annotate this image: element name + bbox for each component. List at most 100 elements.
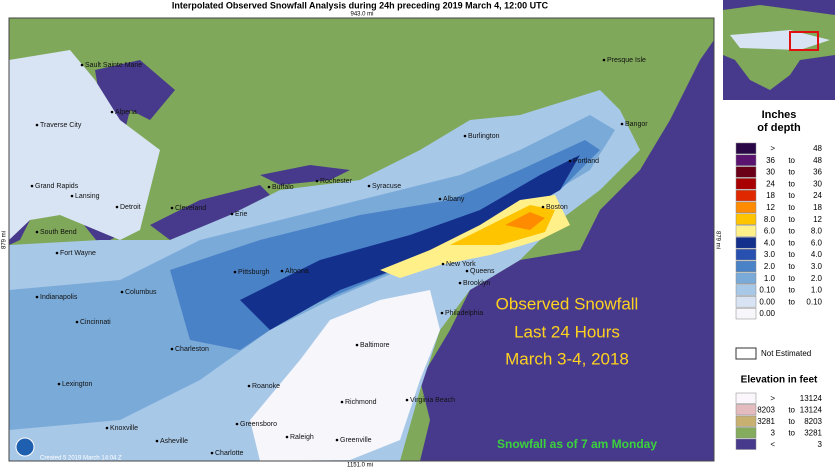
legend-swatch — [735, 284, 757, 296]
legend-swatch — [735, 404, 757, 416]
city-dot — [247, 384, 251, 388]
city-label: Altoona — [285, 268, 309, 275]
legend-label: 3281 — [804, 428, 822, 437]
legend-label: 36 — [766, 156, 775, 165]
city-label: Raleigh — [290, 434, 314, 441]
legend-swatch — [735, 248, 757, 261]
legend-label: 8203 — [804, 417, 822, 426]
legend-label: 6.0 — [764, 227, 776, 236]
legend-label: 30 — [813, 179, 822, 188]
city-dot — [340, 400, 344, 404]
legend-label: to — [788, 238, 795, 247]
city-dot — [438, 197, 442, 201]
scale-left: 879 mi — [2, 231, 8, 249]
city-label: Asheville — [160, 438, 188, 445]
city-dot — [620, 122, 624, 126]
legend-label: 1.0 — [811, 286, 823, 295]
ocean — [420, 18, 714, 461]
city-label: Cleveland — [175, 205, 206, 212]
city-label: Bangor — [625, 121, 648, 128]
legend-label: 24 — [766, 179, 775, 188]
legend-title: Inches — [762, 109, 797, 121]
legend-label: to — [788, 297, 795, 306]
legend-label: Not Estimated — [761, 349, 811, 358]
city-label: Charleston — [175, 346, 209, 353]
city-label: Presque Isle — [607, 57, 646, 64]
city-label: Lexington — [62, 381, 92, 388]
city-label: Roanoke — [252, 383, 280, 390]
snow-michigan — [9, 50, 160, 240]
legend-label: 8203 — [757, 405, 775, 414]
city-label: Charlotte — [215, 450, 244, 457]
inset-snow — [730, 30, 830, 50]
legend-label: 0.10 — [806, 297, 822, 306]
legend-swatch — [735, 225, 757, 237]
legend-swatch — [735, 189, 757, 202]
legend-label: to — [788, 156, 795, 165]
legend-swatch — [735, 260, 757, 273]
legend-label: 0.00 — [759, 297, 775, 306]
city-label: Brooklyn — [463, 280, 490, 287]
legend-label: to — [788, 274, 795, 283]
city-dot — [57, 382, 61, 386]
snow-trace — [250, 290, 440, 461]
city-label: Indianapolis — [40, 294, 78, 301]
city-label: Syracuse — [372, 183, 401, 190]
legend-label: to — [788, 191, 795, 200]
city-dot — [35, 123, 39, 127]
city-dot — [441, 262, 445, 266]
legend-swatch — [735, 154, 757, 166]
inset-map — [723, 0, 835, 100]
title: Interpolated Observed Snowfall Analysis … — [172, 0, 549, 10]
city-label: Buffalo — [272, 184, 294, 191]
city-dot — [367, 184, 371, 188]
legend-label: to — [788, 168, 795, 177]
legend-label: 12 — [766, 203, 775, 212]
city-label: Traverse City — [40, 122, 82, 129]
city-label: Columbus — [125, 289, 157, 296]
legend-label: to — [788, 428, 795, 437]
legend-label: 3 — [771, 428, 776, 437]
city-label: Greenville — [340, 437, 372, 444]
city-dot — [235, 422, 239, 426]
city-label: Virginia Beach — [410, 397, 455, 404]
legend-label: > — [770, 144, 775, 153]
lake-erie — [150, 185, 270, 240]
legend-title: of depth — [757, 122, 801, 134]
legend-label: 3 — [818, 440, 823, 449]
city-dot — [170, 347, 174, 351]
city-dot — [35, 230, 39, 234]
legend-label: to — [788, 179, 795, 188]
city-dot — [75, 320, 79, 324]
city-dot — [233, 270, 237, 274]
noaa-logo — [15, 437, 35, 457]
legend-label: 30 — [766, 168, 775, 177]
legend-swatch — [735, 307, 757, 320]
city-label: South Bend — [40, 229, 77, 236]
legend-label: 0.00 — [759, 309, 775, 318]
legend-label: < — [770, 440, 775, 449]
scale-top: 943.0 mi — [350, 12, 373, 18]
city-dot — [440, 311, 444, 315]
city-labels: Sault Sainte Marie Alpena Traverse City Gra… — [30, 57, 648, 457]
city-label: Sault Sainte Marie — [85, 62, 142, 69]
legend-label: 3.0 — [764, 250, 776, 259]
legend-swatch — [735, 178, 757, 190]
city-dot — [405, 398, 409, 402]
legend-swatch — [735, 213, 757, 225]
scale-bottom: 1151.0 mi — [347, 463, 373, 469]
legend-label: 13124 — [800, 394, 823, 403]
city-label: New York — [446, 261, 476, 268]
city-dot — [80, 63, 84, 67]
lake-ontario — [260, 165, 350, 185]
city-dot — [230, 212, 234, 216]
legend-label: 4.0 — [811, 250, 823, 259]
legend-swatch — [735, 415, 757, 427]
legend-label: 48 — [813, 144, 822, 153]
city-label: Portland — [573, 158, 599, 165]
city-dot — [120, 290, 124, 294]
city-dot — [285, 435, 289, 439]
legend-label: 4.0 — [764, 238, 776, 247]
